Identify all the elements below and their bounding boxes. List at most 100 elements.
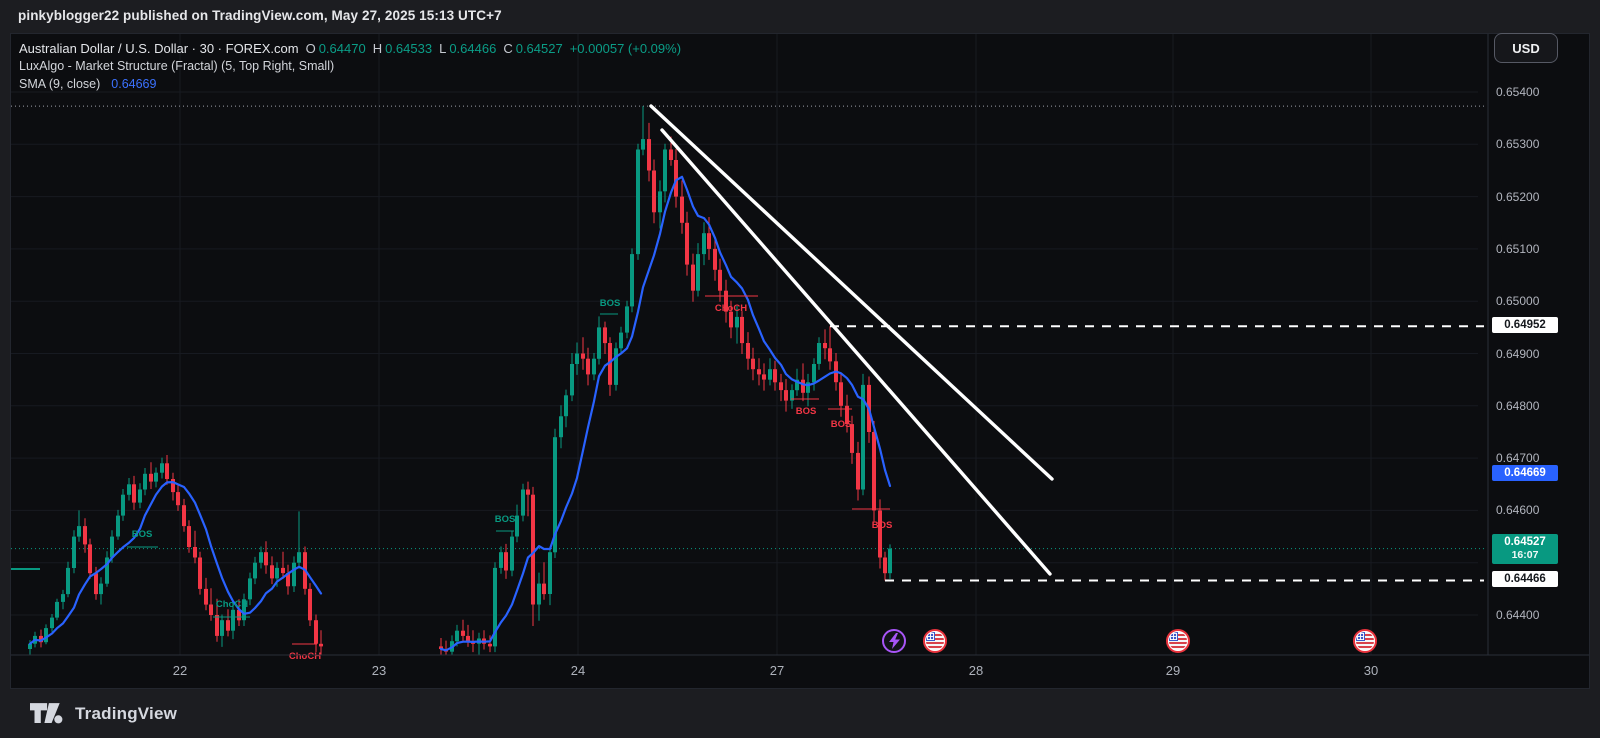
candle xyxy=(861,384,865,490)
chart-panel[interactable] xyxy=(10,33,1590,689)
indicator-legend-row[interactable]: LuxAlgo - Market Structure (Fractal) (5,… xyxy=(19,57,681,75)
candle xyxy=(44,628,48,643)
candle xyxy=(691,264,695,291)
candle xyxy=(888,548,892,574)
sma-title[interactable]: SMA (9, close) xyxy=(19,77,101,91)
sma-line[interactable] xyxy=(28,481,323,645)
price-label-0.64466: 0.64466 xyxy=(1492,571,1558,587)
candle xyxy=(597,327,601,359)
candle xyxy=(248,578,252,600)
sma-legend-row[interactable]: SMA (9, close) 0.64669 xyxy=(19,75,681,93)
chart-canvas[interactable]: BOS ChoCH ChoCH BOS BOS ChoCH BOS BOS BOS xyxy=(10,33,1590,689)
candle xyxy=(685,222,689,265)
candle xyxy=(297,552,301,563)
candle xyxy=(762,374,766,380)
candle xyxy=(121,494,125,516)
candle xyxy=(521,489,525,516)
candle xyxy=(839,382,843,406)
candle xyxy=(669,149,673,160)
candle xyxy=(50,617,54,629)
us-flag-icon[interactable] xyxy=(1353,629,1377,653)
price-tick-label[interactable]: 0.64400 xyxy=(1496,608,1540,622)
us-flag-canton xyxy=(1356,632,1366,641)
candle xyxy=(237,609,241,621)
publish-info-bar: pinkyblogger22 published on TradingView.… xyxy=(0,0,1600,33)
candle xyxy=(110,536,114,558)
price-tick-label[interactable]: 0.64600 xyxy=(1496,503,1540,517)
candle xyxy=(160,463,164,473)
candle xyxy=(143,473,147,490)
candle xyxy=(77,526,81,537)
candle xyxy=(630,254,634,307)
candle xyxy=(39,635,43,643)
candle xyxy=(308,588,312,621)
close-letter: C xyxy=(503,40,513,56)
candle xyxy=(619,332,623,349)
us-flag-icon[interactable] xyxy=(923,629,947,653)
price-tick-label[interactable]: 0.64700 xyxy=(1496,451,1540,465)
price-tick-label[interactable]: 0.65000 xyxy=(1496,294,1540,308)
publish-info-text: pinkyblogger22 published on TradingView.… xyxy=(18,8,502,23)
candle xyxy=(636,149,640,255)
indicator-title[interactable]: LuxAlgo - Market Structure (Fractal) (5,… xyxy=(19,59,335,73)
candle xyxy=(66,567,70,595)
structure-label: BOS xyxy=(132,529,153,540)
time-axis-label-23[interactable]: 23 xyxy=(371,663,387,678)
candle xyxy=(757,369,761,375)
symbol-title[interactable]: Australian Dollar / U.S. Dollar · 30 · F… xyxy=(19,40,299,56)
candle xyxy=(99,583,103,595)
candle xyxy=(828,348,832,362)
candle xyxy=(319,643,323,647)
candle xyxy=(259,552,263,563)
sma-line[interactable] xyxy=(439,175,892,652)
time-axis-label-29[interactable]: 29 xyxy=(1165,663,1181,678)
candle xyxy=(132,484,136,503)
close-value: 0.64527 xyxy=(515,40,563,56)
price-tick-label[interactable]: 0.65100 xyxy=(1496,242,1540,256)
candle xyxy=(586,358,590,375)
candle xyxy=(515,515,519,537)
candle xyxy=(801,379,805,393)
tradingview-logo[interactable]: TradingView xyxy=(30,703,177,724)
candle xyxy=(570,364,574,396)
candle xyxy=(165,463,169,479)
price-tick-label[interactable]: 0.64800 xyxy=(1496,399,1540,413)
time-axis-label-28[interactable]: 28 xyxy=(968,663,984,678)
price-tick-label[interactable]: 0.65300 xyxy=(1496,137,1540,151)
candle xyxy=(702,233,706,255)
candle xyxy=(746,343,750,359)
price-tick-label[interactable]: 0.65400 xyxy=(1496,85,1540,99)
structure-label: ChoCH xyxy=(216,599,248,610)
price-tick-label[interactable]: 0.64900 xyxy=(1496,347,1540,361)
candle xyxy=(680,196,684,223)
time-axis-label-30[interactable]: 30 xyxy=(1363,663,1379,678)
candle xyxy=(286,573,290,587)
candle xyxy=(548,552,552,594)
candle xyxy=(883,557,887,574)
footer-bar: TradingView xyxy=(0,689,1600,738)
candle xyxy=(768,369,772,380)
currency-toggle-button[interactable]: USD xyxy=(1494,33,1558,63)
candle xyxy=(105,557,109,584)
candle xyxy=(806,382,810,393)
candle xyxy=(461,630,465,636)
candle xyxy=(696,254,700,291)
candle xyxy=(182,505,186,527)
time-axis-label-24[interactable]: 24 xyxy=(570,663,586,678)
candle xyxy=(625,306,629,333)
candles-cluster-1 xyxy=(439,106,892,655)
candle xyxy=(845,405,849,425)
us-flag-icon[interactable] xyxy=(1166,629,1190,653)
price-tick-label[interactable]: 0.65200 xyxy=(1496,190,1540,204)
time-axis-label-27[interactable]: 27 xyxy=(769,663,785,678)
candle xyxy=(176,492,180,506)
tradingview-brand-text: TradingView xyxy=(75,703,178,723)
flash-event-icon[interactable] xyxy=(882,629,906,653)
time-axis-label-22[interactable]: 22 xyxy=(172,663,188,678)
candle xyxy=(641,139,645,150)
trendline-1[interactable] xyxy=(649,104,1054,481)
candle xyxy=(773,369,777,383)
trendline-2[interactable] xyxy=(660,128,1052,576)
candle xyxy=(674,160,678,197)
symbol-legend-row[interactable]: Australian Dollar / U.S. Dollar · 30 · F… xyxy=(19,39,681,57)
